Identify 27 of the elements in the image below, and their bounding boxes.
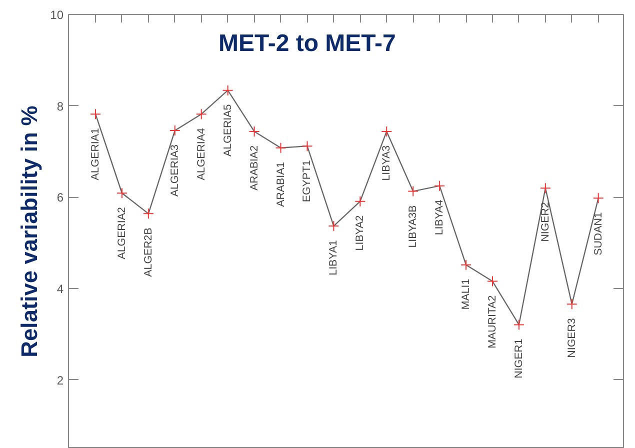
x-tick-label: ALGERIA3 <box>168 144 181 197</box>
y-axis-title: Relative variability in % <box>16 106 42 358</box>
x-tick-label: NIGER3 <box>566 318 578 358</box>
x-tick-label: LIBYA4 <box>434 200 446 236</box>
x-tick-label: ALGERIA1 <box>89 128 102 180</box>
x-tick-label: ALGERIA2 <box>116 207 128 260</box>
x-tick-label: SUDAN1 <box>592 212 604 256</box>
text: MET-2 to MET-7 <box>218 30 396 57</box>
x-tick-label: LIBYA2 <box>354 215 366 251</box>
x-tick-label: LIBYA3B <box>407 205 420 248</box>
y-tick-label: 2 <box>56 373 64 388</box>
y-tick-label: 6 <box>56 190 64 205</box>
x-tick-label: ARABIA2 <box>248 145 260 190</box>
y-tick-label: 4 <box>56 282 64 296</box>
x-tick-label: MALI1 <box>460 278 472 310</box>
x-tick-label: ALGERIA5 <box>222 104 234 156</box>
x-tick-label: ARABIA1 <box>274 162 287 207</box>
x-tick-label: NIGER2 <box>539 202 552 242</box>
x-tick-label: ALGER2B <box>142 228 154 277</box>
y-tick-label: 10 <box>50 8 64 22</box>
x-tick-label: LIBYA1 <box>328 240 340 276</box>
x-tick-label: ALGERIA4 <box>195 128 208 180</box>
y-tick-label: 8 <box>56 99 64 114</box>
x-tick-label: EGYPT1 <box>301 160 314 202</box>
x-tick-label: NIGER1 <box>512 338 525 378</box>
x-tick-label: MAURITA2 <box>486 295 498 348</box>
x-tick-label: LIBYA3 <box>380 145 393 181</box>
